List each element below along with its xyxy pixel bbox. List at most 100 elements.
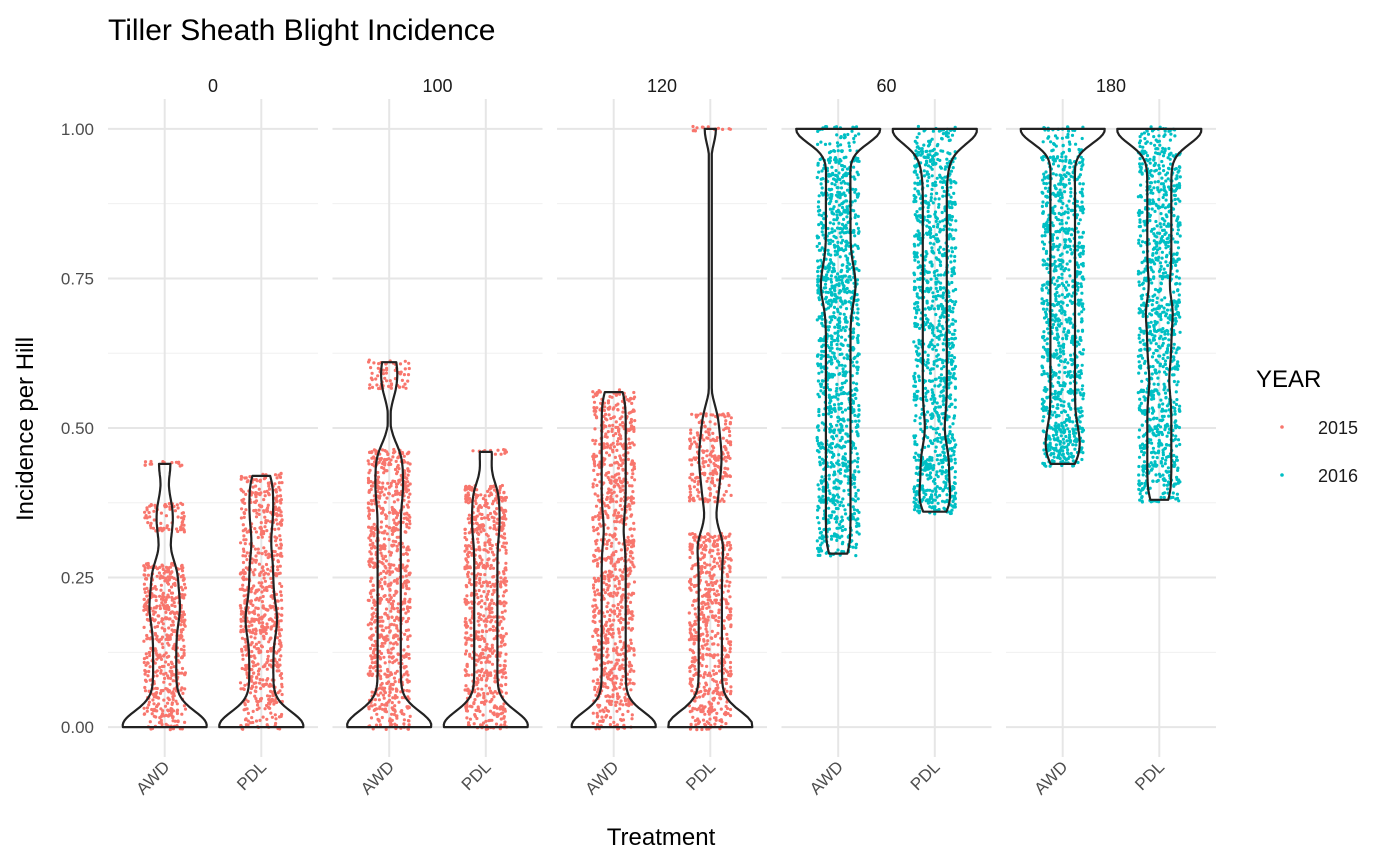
data-point [702,613,706,617]
data-point [695,488,700,492]
data-point [405,522,409,526]
data-point [482,619,486,623]
data-point [390,604,395,609]
data-point [382,569,386,574]
data-point [249,654,253,659]
data-point [620,507,624,511]
data-point [264,562,269,567]
data-point [493,676,497,680]
data-point [173,509,177,513]
data-point [688,669,692,674]
x-tick-label: PDL [682,757,719,794]
data-point [687,611,691,615]
data-point [159,689,163,693]
data-point [689,472,693,476]
data-point [492,649,496,653]
data-point [618,635,622,639]
data-point [624,702,629,706]
data-point [158,565,162,570]
data-point [394,485,399,489]
data-point [504,583,508,587]
data-point [614,674,618,678]
data-point [712,716,717,720]
data-point [149,503,153,507]
data-point [605,442,609,446]
data-point [702,535,707,540]
data-point [502,521,506,525]
data-point [373,707,377,712]
data-point [261,715,265,719]
data-point [159,718,163,722]
data-point [246,719,250,723]
data-point [468,550,472,555]
data-point [402,665,407,669]
data-point [157,571,161,575]
data-point [630,539,634,543]
data-point [595,667,599,671]
data-point [152,702,156,706]
data-point [146,661,150,665]
data-point [499,683,503,687]
data-point [704,414,708,418]
data-point [367,536,371,540]
data-point [705,449,709,453]
data-point [593,593,597,597]
data-point [255,676,259,680]
data-point [245,653,249,657]
data-point [251,617,255,621]
data-point [691,603,695,607]
data-point [368,534,372,538]
data-point [252,573,256,577]
data-point [711,583,715,588]
data-point [274,539,278,543]
data-point [374,647,378,651]
data-point [728,595,732,599]
data-point [708,550,712,554]
data-point [174,596,178,600]
data-point [719,691,723,695]
data-point [263,663,267,667]
data-point [246,711,250,716]
data-point [152,509,156,513]
data-point [482,637,486,642]
data-point [404,653,408,658]
data-point [249,600,253,604]
data-point [379,691,383,695]
data-point [596,514,600,518]
data-point [500,544,504,549]
data-point [818,536,822,540]
data-point [484,607,488,611]
data-point [159,583,163,587]
data-point [255,647,259,651]
data-point [492,695,496,699]
data-point [728,650,732,654]
data-point [475,676,479,680]
data-point [476,612,481,616]
data-point [396,547,400,552]
data-point [614,420,618,424]
data-point [475,592,479,596]
data-point [181,588,185,592]
data-point [383,500,387,504]
data-point [182,514,186,519]
data-point [631,472,635,476]
data-point [500,508,504,512]
data-point [479,637,483,642]
facet-strip-label: 120 [647,76,677,96]
data-point [262,576,266,580]
data-point [504,561,508,565]
data-point [404,516,408,520]
data-point [713,557,717,561]
data-point [387,492,391,496]
data-point [257,617,261,621]
data-point [382,655,386,659]
data-point [162,654,166,658]
data-point [633,419,637,423]
data-point [612,666,616,671]
data-point [616,402,620,406]
data-point [393,579,397,583]
data-point [389,602,393,606]
data-point [594,603,598,608]
data-point [381,636,385,640]
data-point [468,497,472,501]
